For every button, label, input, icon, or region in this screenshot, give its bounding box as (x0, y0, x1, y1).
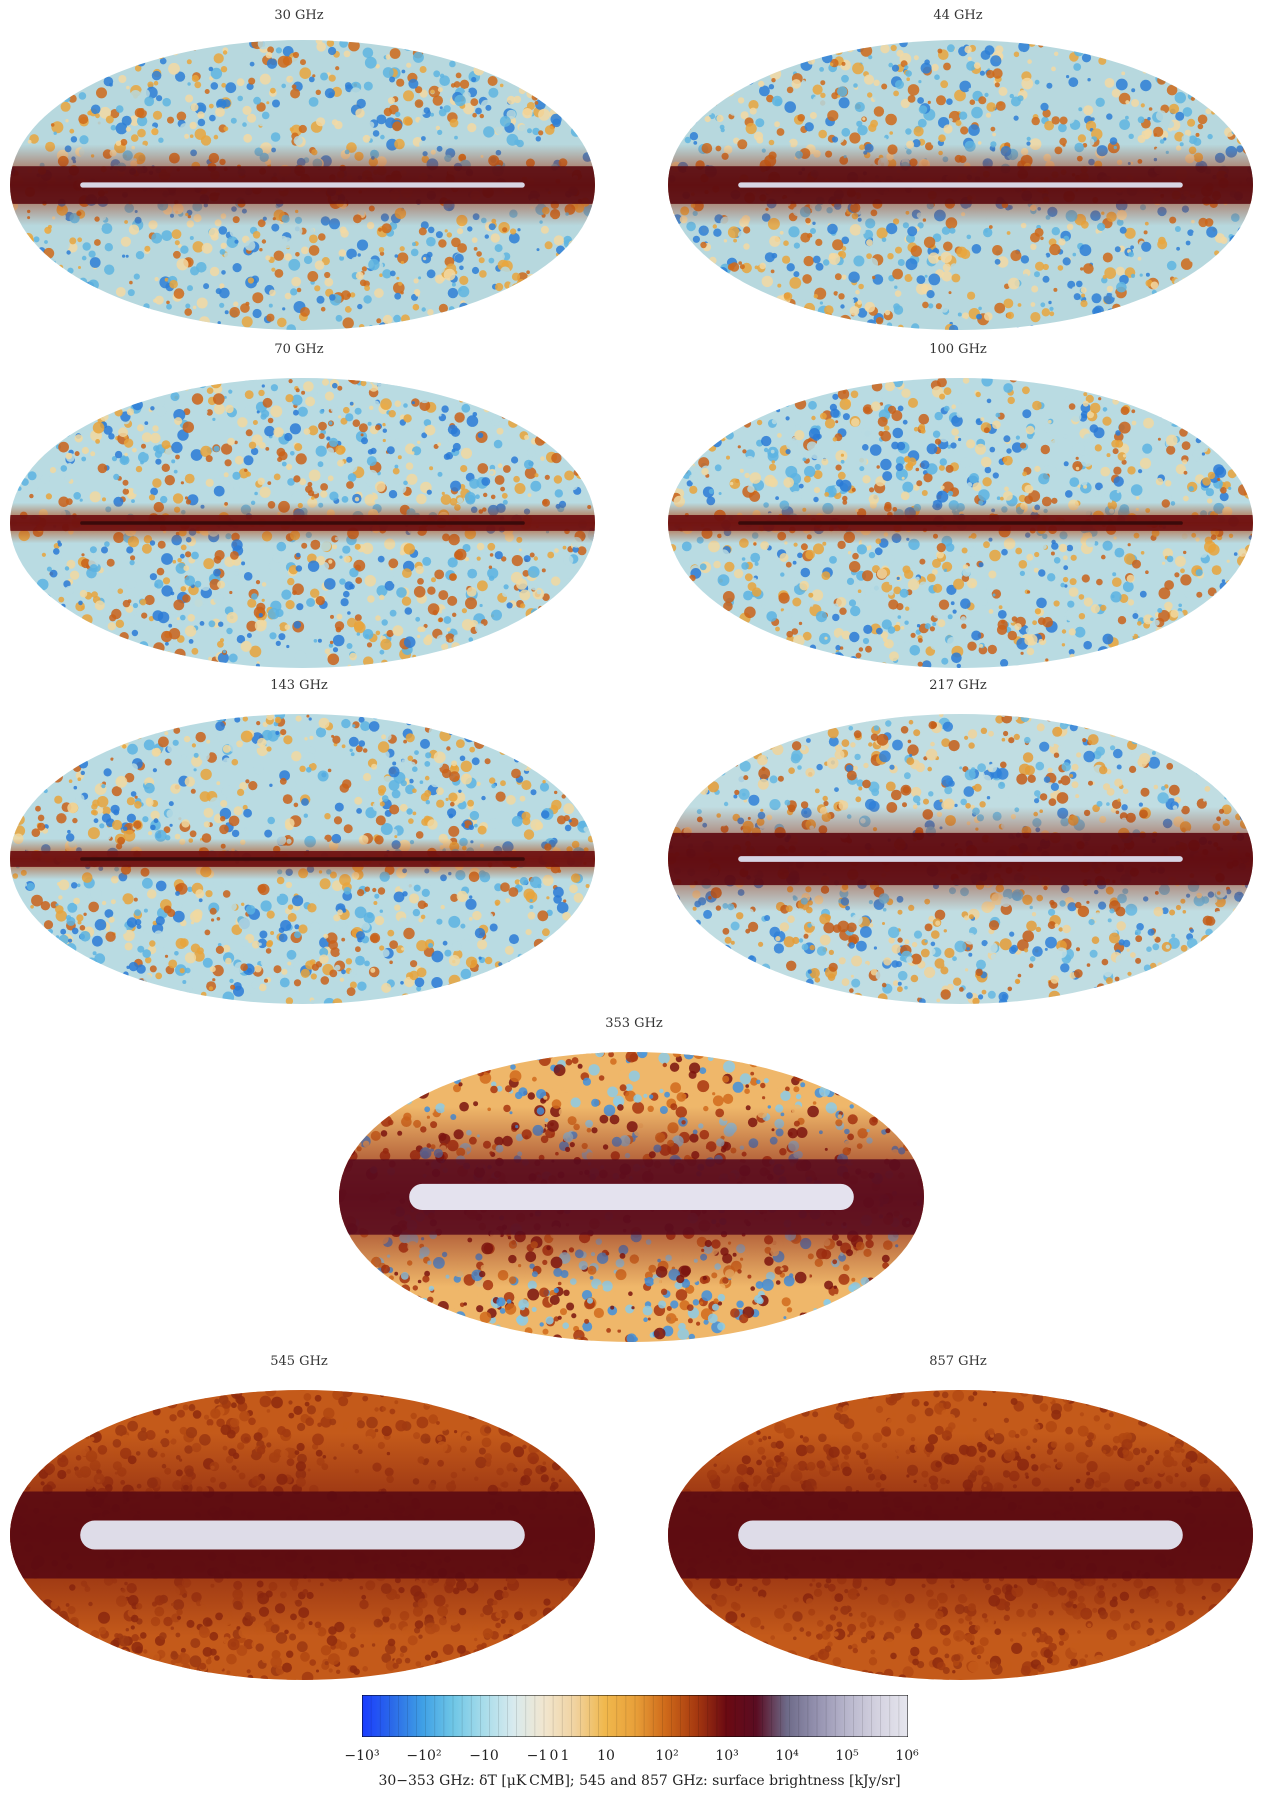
colorbar-tick: −10³ (344, 1748, 380, 1764)
colorbar-caption: 30−353 GHz: δT [μK CMB]; 545 and 857 GHz… (378, 1773, 901, 1789)
sky-map-545 (10, 1390, 595, 1680)
sky-map-353 (339, 1052, 924, 1342)
map-title-857: 857 GHz (929, 1354, 987, 1369)
sky-map-217 (668, 714, 1253, 1004)
map-title-353: 353 GHz (605, 1016, 663, 1031)
colorbar-tick: 0 (549, 1748, 559, 1764)
colorbar-tick: 10⁵ (835, 1748, 859, 1764)
sky-map-100 (668, 378, 1253, 668)
colorbar (362, 1695, 908, 1737)
colorbar-tick: 10⁴ (775, 1748, 799, 1764)
sky-map-30 (10, 40, 595, 330)
colorbar-tick: 10⁶ (895, 1748, 919, 1764)
colorbar-tick: −10 (469, 1748, 499, 1764)
colorbar-tick: 1 (560, 1748, 570, 1764)
map-title-30: 30 GHz (274, 8, 324, 23)
sky-map-44 (668, 40, 1253, 330)
map-title-143: 143 GHz (270, 678, 328, 693)
colorbar-gradient (362, 1695, 908, 1737)
colorbar-tick: 10 (597, 1748, 615, 1764)
map-title-70: 70 GHz (274, 342, 324, 357)
colorbar-tick: 10² (655, 1748, 679, 1764)
colorbar-tick: −10² (406, 1748, 442, 1764)
map-title-217: 217 GHz (929, 678, 987, 693)
colorbar-tick: −1 (526, 1748, 548, 1764)
map-title-44: 44 GHz (933, 8, 983, 23)
sky-map-143 (10, 714, 595, 1004)
sky-map-70 (10, 378, 595, 668)
sky-map-857 (668, 1390, 1253, 1680)
map-title-545: 545 GHz (270, 1354, 328, 1369)
colorbar-tick: 10³ (715, 1748, 739, 1764)
map-title-100: 100 GHz (929, 342, 987, 357)
